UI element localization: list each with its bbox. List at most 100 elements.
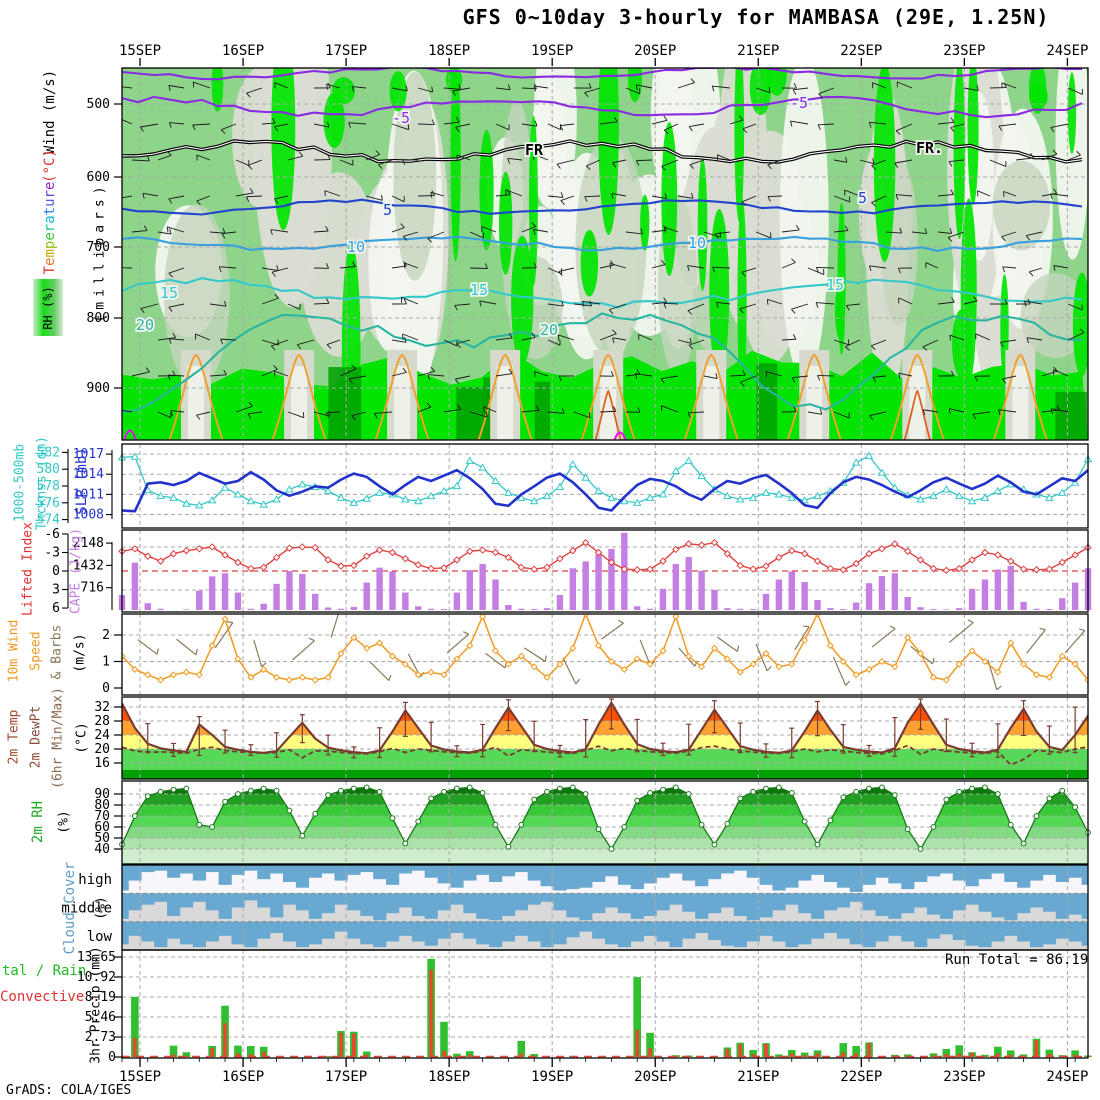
slp-panel: 582 580 578 576 574 1017 1014 1011 1008 — [37, 443, 1093, 529]
rh-tick-label: 80 — [94, 798, 110, 813]
bottom-date-label: 19SEP — [531, 1069, 573, 1085]
cape-tick-label: 2148 — [73, 536, 104, 551]
temp-tick-label: 32 — [94, 700, 110, 715]
temp-tick-label: 16 — [94, 756, 110, 771]
top-date-label: 17SEP — [325, 43, 367, 59]
slp-tick-label: 1011 — [73, 487, 104, 502]
wind10m-axis-label-2: Speed — [28, 631, 44, 671]
date-axes: 15SEP 15SEP 16SEP 16SEP 17SEP 17SEP 18SEP 18SEP… — [119, 43, 1089, 1085]
wind-tick-label: 0 — [102, 681, 110, 696]
bottom-date-label: 17SEP — [325, 1069, 367, 1085]
temperature-letter: a — [42, 215, 58, 224]
temp2m-axis-label-1: 2m Temp — [6, 709, 22, 765]
wind10m-frame: 0 1 2 — [102, 613, 1089, 696]
bottom-date-label: 22SEP — [840, 1069, 882, 1085]
top-date-label: 24SEP — [1046, 43, 1088, 59]
li-tick-label: -3 — [44, 546, 60, 561]
precip-tick-label: 0 — [108, 1050, 116, 1065]
cloud-percent-label: (%) — [93, 896, 109, 920]
contour-label: 15 — [160, 284, 178, 302]
precip-legend-rain: tal / Rain — [2, 963, 87, 979]
pressure-tick-label: 700 — [87, 240, 110, 255]
bottom-date-label: 23SEP — [943, 1069, 985, 1085]
temp2m-axis-label-3: (6hr Min/Max) — [50, 687, 66, 789]
bottom-date-label: 16SEP — [222, 1069, 264, 1085]
cloud-row-label: middle — [61, 901, 112, 917]
cape-panel: -6 -3 0 3 6 2148 1432 716 — [44, 527, 1092, 616]
li-tick-label: 0 — [52, 564, 60, 579]
contour-label: 5 — [858, 189, 867, 207]
bottom-date-label: 18SEP — [428, 1069, 470, 1085]
rh-tick-label: 60 — [94, 820, 110, 835]
precip-tick-label: 5.46 — [85, 1010, 116, 1025]
temperature-letter: T — [42, 265, 58, 275]
bottom-date-label: 21SEP — [737, 1069, 779, 1085]
rh2m-axis-label-1: 2m RH — [30, 800, 46, 844]
bottom-date-label: 20SEP — [634, 1069, 676, 1085]
pressure-tick-label: 900 — [87, 381, 110, 396]
temp-tick-label: 20 — [94, 742, 110, 757]
pressure-tick-label: 800 — [87, 311, 110, 326]
cape-axis-label: CAPE (J/kg) — [68, 527, 84, 615]
cloud-row-label: low — [87, 929, 113, 945]
contour-label: -5 — [790, 94, 808, 112]
cloud-panel: high middle low — [61, 864, 1089, 951]
cloud-cover-axis-label: Cloud Cover — [62, 861, 78, 955]
temp2m-axis-label-4: (°C) — [74, 722, 90, 754]
contour-label: 10 — [347, 238, 365, 256]
top-date-label: 20SEP — [634, 43, 676, 59]
run-total: Run Total = 86.19 — [945, 952, 1089, 968]
contour-label: FR — [525, 141, 544, 159]
wind10m-axis-label-1: 10m Wind — [6, 619, 22, 683]
wind-tick-label: 1 — [102, 655, 110, 670]
upper-air-panel: -5 -5 FR FR. 5 5 10 10 15 15 15 20 20 — [122, 68, 1088, 440]
precip-tick-label: 8.19 — [85, 990, 116, 1005]
temp2m-axis-label-2: 2m DewPt — [28, 705, 44, 769]
thickness-tick-label: 574 — [37, 513, 61, 528]
thickness-tick-label: 576 — [37, 496, 60, 511]
precip-tick-label: 2.73 — [85, 1030, 116, 1045]
li-tick-label: -6 — [44, 527, 60, 542]
cape-tick-label: 1432 — [73, 558, 104, 573]
li-tick-label: 3 — [52, 583, 60, 598]
contour-label: 20 — [136, 316, 154, 334]
pressure-tick-label: 500 — [87, 97, 110, 112]
cape-tick-label: 716 — [81, 581, 104, 596]
slp-tick-label: 1017 — [73, 447, 104, 462]
temperature-letter: e — [42, 232, 58, 241]
temperature-letter: e — [42, 257, 58, 266]
precip-panel: 13.65 10.92 8.19 5.46 2.73 0 — [77, 949, 1092, 1065]
contour-label: 20 — [540, 321, 558, 339]
temperature-letter: e — [42, 181, 58, 191]
rh-tick-label: 50 — [94, 831, 110, 846]
lifted-index-axis-label: Lifted Index — [20, 522, 36, 616]
top-date-label: 18SEP — [428, 43, 470, 59]
temperature-letter: u — [42, 198, 58, 207]
temperature-label: Temperature — [42, 181, 58, 275]
top-date-label: 23SEP — [943, 43, 985, 59]
wind10m-axis-label-4: (m/s) — [72, 633, 88, 673]
wind-axis-label: Wind (m/s) — [42, 69, 58, 155]
precip-axis-label: 3hr Precip (mm) — [88, 946, 104, 1064]
contour-label: 10 — [688, 234, 706, 252]
rh-legend-chip: RH (%) — [33, 279, 63, 336]
temperature-letter: r — [42, 223, 58, 233]
temp-tick-label: 28 — [94, 714, 110, 729]
top-date-label: 19SEP — [531, 43, 573, 59]
precip-tick-label: 10.92 — [77, 970, 116, 985]
slp-tick-label: 1014 — [73, 467, 104, 482]
thickness-axis-label-1: 1000-500mb — [12, 443, 28, 523]
wind10m-axis-label-3: & Barbs — [49, 624, 65, 680]
precip-legend-convective: Convective — [0, 989, 85, 1005]
top-date-label: 22SEP — [840, 43, 882, 59]
contour-label: 5 — [383, 201, 392, 219]
temp-unit-label: (°C) — [42, 149, 58, 183]
thickness-tick-label: 582 — [37, 445, 60, 460]
contour-label: 15 — [470, 281, 488, 299]
top-date-label: 15SEP — [119, 43, 161, 59]
contour-label: -5 — [392, 109, 410, 127]
temperature-letter: m — [42, 249, 58, 258]
